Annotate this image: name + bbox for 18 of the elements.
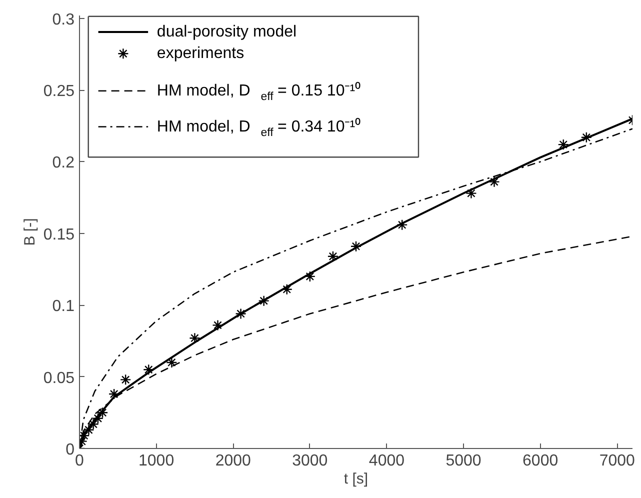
x-tick-label: 1000 xyxy=(138,452,174,470)
legend-label: dual-porosity model xyxy=(156,23,297,40)
y-tick-label: 0.15 xyxy=(43,226,75,244)
x-tick-label: 6000 xyxy=(522,452,558,470)
y-tick-label: 0.25 xyxy=(43,83,75,100)
x-tick-label: 3000 xyxy=(292,452,328,470)
x-tick-label: 5000 xyxy=(446,452,482,470)
x-tick-label: 4000 xyxy=(368,452,405,470)
x-tick-label: 7000 xyxy=(599,452,636,470)
y-axis-title: B [-] xyxy=(21,218,38,246)
x-tick-label: 2000 xyxy=(215,452,252,470)
y-tick-label: 0.2 xyxy=(52,154,75,172)
legend-label: experiments xyxy=(156,45,244,62)
y-tick-label: 0.3 xyxy=(52,11,75,28)
x-axis-title: t [s] xyxy=(344,470,368,488)
y-tick-label: 0.05 xyxy=(43,370,75,387)
y-tick-label: 0.1 xyxy=(52,298,75,316)
y-tick-label: 0 xyxy=(66,442,75,458)
